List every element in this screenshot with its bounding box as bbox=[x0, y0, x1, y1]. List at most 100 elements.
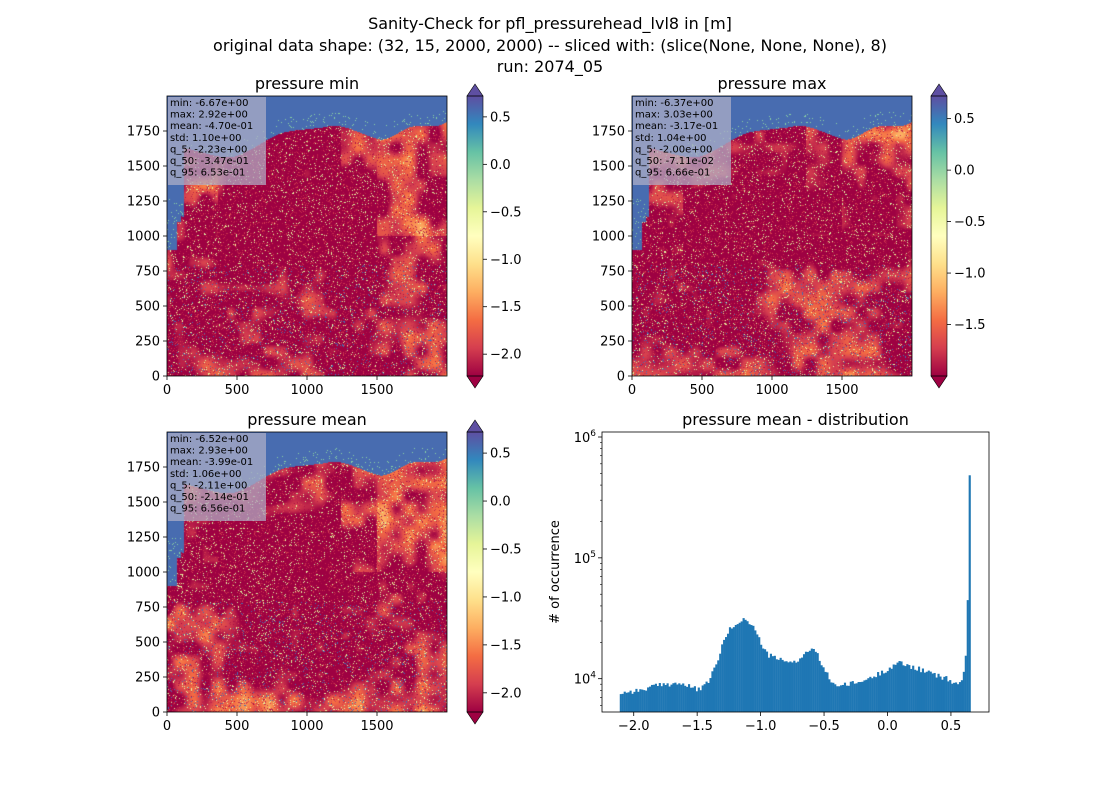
histogram-bar bbox=[738, 622, 741, 712]
histogram-bar bbox=[697, 687, 700, 712]
histogram-bar bbox=[898, 661, 901, 712]
histogram-bar bbox=[955, 682, 958, 712]
y-tick-label: 250 bbox=[600, 335, 625, 350]
histogram-bar bbox=[674, 682, 677, 712]
histogram-bar bbox=[695, 691, 698, 712]
stats-line: max: 2.92e+00 bbox=[170, 110, 248, 121]
histogram-bar bbox=[721, 644, 724, 712]
histogram-bar bbox=[822, 667, 825, 712]
x-tick-label: 0 bbox=[163, 383, 171, 398]
histogram-y-label: # of occurrence bbox=[548, 520, 563, 624]
histogram-bar bbox=[664, 685, 667, 712]
histogram-bar bbox=[752, 625, 755, 712]
histogram-bar bbox=[968, 475, 971, 712]
y-tick-label: 1500 bbox=[127, 496, 160, 511]
stats-box bbox=[168, 433, 266, 521]
colorbar-frame bbox=[466, 95, 484, 377]
histogram-bar bbox=[639, 689, 642, 712]
histogram-bar bbox=[890, 668, 893, 712]
x-tick-label: 0.0 bbox=[877, 719, 898, 734]
y-tick-label: 1250 bbox=[127, 531, 160, 546]
histogram-bar bbox=[787, 662, 790, 712]
stats-line: mean: -4.70e-01 bbox=[170, 121, 253, 132]
x-tick-label: 1000 bbox=[290, 383, 323, 398]
histogram-bar bbox=[748, 624, 751, 712]
heatmap-panel: pressure mean 0 500 1000 1500 0 250 500 750 1000 1… bbox=[127, 410, 522, 734]
histogram-bar bbox=[643, 690, 646, 712]
histogram-bar bbox=[923, 672, 926, 712]
stats-line: q_95: 6.66e-01 bbox=[635, 168, 710, 179]
histogram-bar bbox=[953, 682, 956, 712]
histogram-bar bbox=[925, 671, 928, 712]
histogram-bar bbox=[830, 682, 833, 712]
histogram-bar bbox=[701, 685, 704, 712]
colorbar-extend-min bbox=[466, 375, 484, 389]
y-tick-label: 1500 bbox=[592, 160, 625, 175]
x-tick-label: 1000 bbox=[755, 383, 788, 398]
heatmap-panel: pressure min 0 500 1000 1500 0 250 500 750 1000 12… bbox=[127, 74, 522, 398]
colorbar-tick-label: −0.5 bbox=[490, 205, 522, 220]
colorbar-tick-label: −1.0 bbox=[490, 253, 522, 268]
histogram-bar bbox=[906, 664, 909, 712]
histogram-bar bbox=[878, 675, 882, 712]
histogram-bar bbox=[857, 682, 860, 712]
y-tick-label: 250 bbox=[135, 335, 160, 350]
stats-line: q_50: -2.14e-01 bbox=[170, 492, 249, 503]
x-tick-label: 500 bbox=[690, 383, 715, 398]
heatmap-title: pressure mean bbox=[247, 410, 367, 429]
histogram-bar bbox=[797, 661, 800, 712]
y-tick-label: 1000 bbox=[127, 566, 160, 581]
y-tick-label: 500 bbox=[135, 300, 160, 315]
histogram-bar bbox=[713, 667, 716, 712]
histogram-bar bbox=[939, 676, 942, 712]
histogram-bar bbox=[625, 692, 628, 712]
histogram-bar bbox=[707, 682, 710, 712]
colorbar-extend-min bbox=[930, 375, 948, 389]
stats-line: std: 1.10e+00 bbox=[170, 133, 242, 144]
colorbar-tick-label: −0.5 bbox=[490, 542, 522, 557]
histogram-bar bbox=[763, 649, 767, 712]
colorbar-tick-label: 0.5 bbox=[954, 112, 975, 127]
histogram-bar bbox=[689, 687, 693, 712]
histogram-bar bbox=[660, 686, 663, 712]
x-tick-label: 1000 bbox=[290, 719, 323, 734]
histogram-bar bbox=[927, 670, 930, 712]
stats-line: mean: -3.99e-01 bbox=[170, 457, 253, 468]
colorbar-body bbox=[467, 432, 483, 712]
histogram-bar bbox=[838, 686, 841, 712]
histogram-bar bbox=[656, 685, 659, 712]
histogram-bar bbox=[666, 683, 669, 712]
histogram-bar bbox=[760, 644, 763, 712]
histogram-bar bbox=[849, 681, 852, 712]
colorbar-extend-min bbox=[466, 711, 484, 725]
histogram-bar bbox=[789, 661, 792, 712]
y-tick-label: 0 bbox=[617, 370, 625, 385]
colorbar-tick-label: 0.0 bbox=[490, 158, 511, 173]
histogram-bar bbox=[937, 673, 940, 712]
stats-line: mean: -3.17e-01 bbox=[635, 121, 718, 132]
histogram-bar bbox=[719, 653, 722, 712]
colorbar-tick-label: 0.0 bbox=[954, 164, 975, 179]
figure-title-line-3: run: 2074_05 bbox=[496, 57, 604, 76]
histogram-bar bbox=[832, 682, 835, 712]
histogram-bar bbox=[820, 665, 823, 712]
histogram-bar bbox=[935, 677, 938, 712]
histogram-bar bbox=[791, 662, 794, 712]
histogram-bar bbox=[627, 692, 630, 712]
histogram-bar bbox=[814, 651, 817, 712]
histogram-bar bbox=[687, 684, 691, 712]
histogram-bar bbox=[855, 683, 858, 712]
histogram-bar bbox=[863, 680, 866, 712]
histogram-bar bbox=[921, 668, 925, 712]
histogram-bar bbox=[744, 619, 747, 712]
histogram-bar bbox=[947, 681, 950, 712]
histogram-bar bbox=[964, 655, 967, 712]
histogram-bar bbox=[956, 684, 960, 712]
histogram-bar bbox=[834, 684, 837, 712]
histogram-bar bbox=[943, 676, 946, 712]
stats-line: min: -6.52e+00 bbox=[170, 434, 249, 445]
histogram-bar bbox=[828, 679, 831, 712]
figure-title-line-2: original data shape: (32, 15, 2000, 2000… bbox=[213, 36, 887, 55]
stats-line: min: -6.67e+00 bbox=[170, 98, 249, 109]
histogram-bar bbox=[676, 684, 679, 712]
